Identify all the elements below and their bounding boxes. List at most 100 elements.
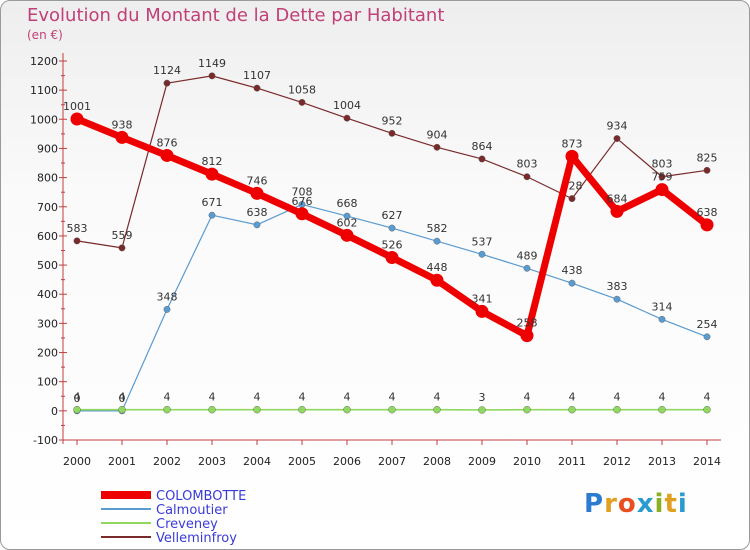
data-label-calmoutier: 383 <box>607 280 628 293</box>
data-label-calmoutier: 489 <box>517 249 538 262</box>
data-label-velleminfroy: 825 <box>697 151 718 164</box>
data-point-velleminfroy <box>613 135 621 142</box>
data-label-colombotte: 812 <box>202 155 223 168</box>
data-label-creveney: 4 <box>344 391 351 404</box>
data-label-velleminfroy: 1124 <box>153 64 181 77</box>
x-tick-label: 2002 <box>153 455 181 468</box>
data-point-calmoutier <box>253 221 261 229</box>
data-point-colombotte <box>160 148 174 162</box>
data-label-velleminfroy: 1058 <box>288 83 316 96</box>
data-label-colombotte: 746 <box>247 174 268 187</box>
y-tick-label: 0 <box>51 405 58 418</box>
data-point-calmoutier <box>343 212 351 220</box>
data-label-colombotte: 938 <box>112 118 133 131</box>
data-label-calmoutier: 708 <box>292 185 313 198</box>
data-point-creveney <box>613 405 621 414</box>
data-label-velleminfroy: 1107 <box>243 69 271 82</box>
data-point-calmoutier <box>568 279 576 287</box>
data-label-velleminfroy: 934 <box>607 120 628 133</box>
data-point-colombotte <box>385 250 399 264</box>
legend-label-calmoutier: Calmoutier <box>156 503 228 518</box>
data-point-velleminfroy <box>703 166 711 174</box>
data-label-velleminfroy: 952 <box>382 114 403 127</box>
x-tick-label: 2004 <box>243 455 271 468</box>
data-point-creveney <box>478 406 486 414</box>
legend-label-colombotte: COLOMBOTTE <box>156 489 246 504</box>
data-point-velleminfroy <box>523 173 531 181</box>
data-point-velleminfroy <box>433 143 441 151</box>
data-label-creveney: 4 <box>164 391 171 404</box>
legend-label-creveney: Creveney <box>156 517 218 532</box>
data-label-calmoutier: 537 <box>472 235 493 248</box>
data-point-calmoutier <box>478 250 486 258</box>
data-point-colombotte <box>565 149 579 163</box>
data-label-colombotte: 638 <box>697 206 718 219</box>
y-tick-label: 100 <box>37 376 58 389</box>
data-label-colombotte: 526 <box>382 238 403 251</box>
data-label-creveney: 4 <box>74 391 81 404</box>
legend-label-velleminfroy: Velleminfroy <box>156 531 237 546</box>
data-point-colombotte <box>475 304 489 318</box>
data-label-creveney: 4 <box>299 391 306 404</box>
data-label-colombotte: 1001 <box>63 100 91 113</box>
y-tick-label: 600 <box>37 230 58 243</box>
x-tick-label: 2003 <box>198 455 226 468</box>
data-label-colombotte: 684 <box>607 192 628 205</box>
logo-letter: t <box>664 489 678 519</box>
data-point-creveney <box>433 405 441 414</box>
data-label-creveney: 4 <box>704 391 711 404</box>
proxiti-logo: Proxiti <box>584 489 688 519</box>
data-point-colombotte <box>295 207 309 221</box>
series-line-calmoutier <box>77 203 708 412</box>
logo-letter: r <box>604 489 618 519</box>
data-point-creveney <box>208 405 216 414</box>
chart-title: Evolution du Montant de la Dette par Hab… <box>27 5 445 26</box>
data-label-creveney: 4 <box>434 391 441 404</box>
x-tick-label: 2000 <box>63 455 91 468</box>
data-point-creveney <box>388 405 396 414</box>
data-label-calmoutier: 638 <box>247 206 268 219</box>
x-tick-label: 2007 <box>378 455 406 468</box>
data-label-colombotte: 448 <box>427 261 448 274</box>
data-point-colombotte <box>205 167 219 181</box>
data-point-calmoutier <box>523 264 531 272</box>
data-point-creveney <box>703 405 711 414</box>
data-label-colombotte: 873 <box>562 137 583 150</box>
data-label-velleminfroy: 904 <box>427 128 448 141</box>
data-label-velleminfroy: 803 <box>652 158 673 171</box>
data-point-colombotte <box>430 273 444 287</box>
logo-letter: x <box>636 489 655 519</box>
data-point-creveney <box>163 405 171 414</box>
data-point-creveney <box>73 405 81 414</box>
data-point-calmoutier <box>658 315 666 323</box>
data-label-velleminfroy: 803 <box>517 158 538 171</box>
data-point-colombotte <box>610 204 624 218</box>
x-tick-label: 2008 <box>423 455 451 468</box>
x-tick-label: 2009 <box>468 455 496 468</box>
data-label-velleminfroy: 864 <box>472 140 493 153</box>
data-label-creveney: 3 <box>479 391 486 404</box>
logo-letter: i <box>677 489 688 519</box>
data-point-calmoutier <box>208 211 216 219</box>
data-label-calmoutier: 582 <box>427 222 448 235</box>
data-point-calmoutier <box>613 295 621 303</box>
data-label-colombotte: 602 <box>337 216 358 229</box>
data-point-colombotte <box>115 130 129 144</box>
y-tick-label: 900 <box>37 142 58 155</box>
x-tick-label: 2006 <box>333 455 361 468</box>
y-tick-label: 500 <box>37 259 58 272</box>
data-label-velleminfroy: 583 <box>67 222 88 235</box>
series-line-velleminfroy <box>76 75 708 249</box>
data-point-colombotte <box>655 183 669 197</box>
data-label-calmoutier: 0 <box>119 392 126 405</box>
data-label-colombotte: 876 <box>157 136 178 149</box>
data-label-creveney: 4 <box>569 391 576 404</box>
data-label-velleminfroy: 1004 <box>333 99 361 112</box>
data-label-calmoutier: 314 <box>652 300 673 313</box>
y-tick-label: -100 <box>33 434 58 447</box>
x-tick-label: 2014 <box>693 455 721 468</box>
data-point-calmoutier <box>163 305 171 313</box>
data-point-creveney <box>253 405 261 414</box>
